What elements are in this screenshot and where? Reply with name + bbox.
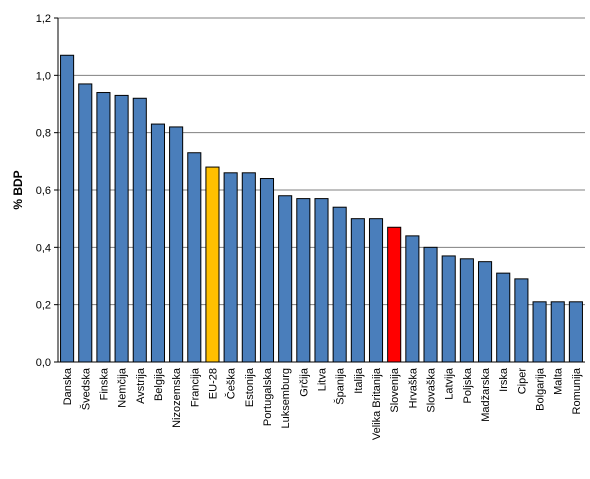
x-category-label: Slovaška [426, 367, 438, 413]
x-category-label: Velika Britanija [371, 367, 383, 440]
bar-litva [314, 198, 329, 363]
bar-slovenija [387, 226, 402, 363]
bar-francija [187, 152, 202, 363]
bar--vedska [78, 83, 93, 363]
x-category-label: Nizozemska [171, 367, 183, 428]
x-category-label: Portugalska [262, 367, 274, 426]
x-category-label: Romunija [571, 367, 583, 414]
x-category-label: Grčija [298, 367, 310, 397]
x-category-label: Bolgarija [535, 367, 547, 411]
bar-ciper [514, 278, 529, 363]
bar-velika-britanija [368, 218, 384, 363]
bars [60, 54, 583, 363]
y-tick-label: 0,8 [36, 128, 51, 140]
bar-slova-ka [423, 246, 438, 363]
y-tick-label: 0,6 [36, 185, 51, 197]
bar-finska [96, 92, 111, 363]
bar-eu-28 [205, 166, 220, 363]
y-tick-label: 0,4 [36, 242, 51, 254]
x-category-label: Latvija [444, 367, 456, 400]
x-category-label: Francija [189, 367, 201, 407]
bar-nem-ija [114, 94, 129, 363]
y-tick-label: 0,2 [36, 300, 51, 312]
y-axis-label: % BDP [11, 170, 25, 209]
y-axis-ticks: 0,0 0,2 0,4 0,6 0,8 1,0 1,2 [36, 13, 58, 369]
x-category-label: Belgija [153, 367, 165, 401]
x-category-label: Hrvaška [407, 367, 419, 408]
x-category-label: Litva [317, 367, 329, 391]
bar-latvija [441, 255, 456, 363]
x-category-label: Poljska [462, 367, 474, 403]
x-category-label: Švedska [79, 367, 92, 410]
bar-belgija [150, 123, 165, 363]
x-category-label: Ciper [516, 368, 528, 395]
bar-romunija [568, 301, 583, 363]
x-axis-category-labels: Danska Švedska Finska Nemčija Avstrija Belgij… [62, 367, 583, 440]
x-category-label: Avstrija [135, 367, 147, 404]
bar-poljska [459, 258, 474, 363]
x-category-label: Luksemburg [280, 368, 292, 429]
bar-gr-ija [296, 198, 311, 363]
x-category-label: Finska [98, 367, 110, 400]
bar-nizozemska [169, 126, 184, 363]
bar--panija [332, 206, 347, 363]
bar-hrva-ka [405, 235, 420, 363]
bar-mad-arska [478, 261, 493, 363]
bar-irska [496, 272, 511, 363]
x-category-label: Italija [353, 367, 365, 394]
bar-bolgarija [532, 301, 547, 363]
bar--e-ka [223, 172, 238, 363]
x-category-label: Češka [225, 367, 238, 399]
y-tick-label: 1,0 [36, 70, 51, 82]
y-tick-label: 1,2 [36, 13, 51, 25]
bar-avstrija [132, 97, 147, 363]
x-category-label: Španija [334, 367, 347, 405]
bar-malta [550, 301, 565, 363]
x-category-label: Danska [62, 367, 74, 405]
bar-portugalska [259, 178, 275, 363]
y-tick-label: 0,0 [36, 357, 51, 369]
x-category-label: Estonija [244, 367, 256, 407]
bar-italija [350, 218, 365, 363]
x-category-label: EU-28 [207, 368, 219, 399]
bar-estonija [241, 172, 256, 363]
x-category-label: Nemčija [117, 367, 129, 408]
x-category-label: Slovenija [389, 367, 401, 413]
bar-danska [60, 54, 75, 363]
x-category-label: Malta [553, 367, 565, 395]
bar-luksemburg [278, 195, 293, 363]
x-category-label: Madžarska [480, 367, 492, 422]
x-category-label: Irska [498, 367, 510, 392]
